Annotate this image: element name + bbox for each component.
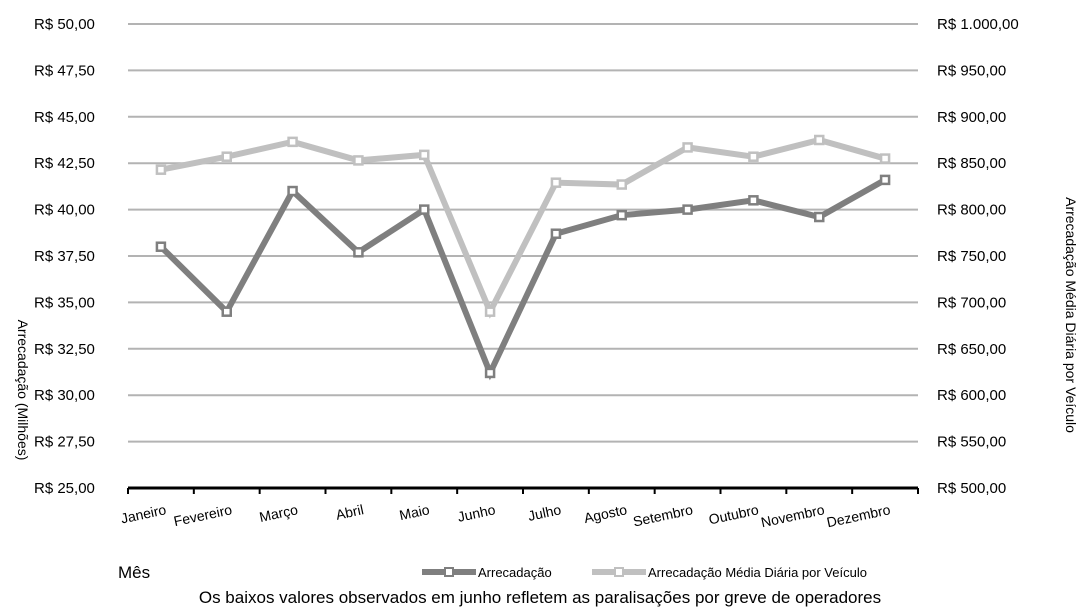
right-tick-label: R$ 600,00 [937, 387, 1006, 404]
data-point-series-0 [682, 204, 693, 215]
right-tick-label: R$ 750,00 [937, 248, 1006, 265]
legend-marker-arrecadacao [444, 567, 454, 577]
data-point-series-0 [814, 211, 825, 223]
left-axis-ticks: R$ 25,00 R$ 27,50 R$ 30,00 R$ 32,50 R$ 35,00… [34, 16, 95, 497]
category-label: Março [258, 501, 300, 525]
data-point-series-1 [221, 151, 232, 162]
left-tick-label: R$ 45,00 [34, 109, 95, 126]
right-tick-label: R$ 950,00 [937, 62, 1006, 79]
right-tick-label: R$ 850,00 [937, 155, 1006, 172]
data-point-series-1 [550, 177, 562, 188]
right-tick-label: R$ 700,00 [937, 294, 1006, 311]
legend: Arrecadação Arrecadação Média Diária por… [422, 565, 867, 580]
series-line-1 [160, 136, 886, 319]
data-point-series-0 [287, 185, 298, 197]
category-label: Agosto [582, 501, 628, 526]
right-axis-title: Arrecadação Média Diária por Veículo [1063, 197, 1079, 433]
category-label: Julho [526, 501, 562, 524]
data-point-series-1 [484, 306, 496, 317]
category-labels: Janeiro Fevereiro Março Abril Maio Junho Julho… [119, 501, 892, 530]
left-tick-label: R$ 47,50 [34, 62, 95, 79]
legend-marker-media [614, 567, 624, 577]
data-point-series-1 [287, 136, 298, 148]
chart-caption: Os baixos valores observados em junho re… [199, 588, 881, 607]
category-label: Janeiro [119, 501, 167, 526]
data-point-series-1 [682, 142, 693, 153]
right-tick-label: R$ 900,00 [937, 109, 1006, 126]
data-point-series-0 [353, 247, 364, 258]
data-point-series-1 [155, 164, 167, 175]
right-tick-label: R$ 650,00 [937, 341, 1006, 358]
category-label: Junho [456, 501, 497, 525]
category-label: Setembro [632, 501, 695, 529]
left-axis-title: Arrecadação (Milhões) [15, 320, 31, 461]
left-tick-label: R$ 42,50 [34, 155, 95, 172]
category-label: Outubro [707, 501, 760, 527]
category-label: Novembro [759, 501, 826, 530]
left-tick-label: R$ 32,50 [34, 341, 95, 358]
x-axis-title: Mês [118, 563, 150, 582]
left-tick-label: R$ 30,00 [34, 387, 95, 404]
data-point-series-1 [748, 151, 759, 162]
right-tick-label: R$ 550,00 [937, 434, 1006, 451]
x-axis [127, 486, 919, 494]
data-point-series-0 [221, 306, 232, 317]
category-label: Dezembro [825, 501, 892, 530]
series-markers [155, 134, 891, 379]
left-tick-label: R$ 37,50 [34, 248, 95, 265]
left-tick-label: R$ 40,00 [34, 202, 95, 219]
data-point-series-0 [419, 204, 430, 215]
legend-label-arrecadacao: Arrecadação [478, 565, 552, 580]
data-point-series-0 [155, 241, 167, 252]
data-point-series-1 [419, 149, 430, 161]
category-label: Fevereiro [172, 501, 233, 529]
series-line-0 [158, 177, 887, 381]
right-tick-label: R$ 1.000,00 [937, 16, 1019, 33]
left-tick-label: R$ 25,00 [34, 480, 95, 497]
data-point-series-1 [879, 153, 891, 164]
right-axis-ticks: R$ 500,00 R$ 550,00 R$ 600,00 R$ 650,00 R$ 7… [937, 16, 1019, 497]
data-point-series-0 [748, 195, 759, 206]
data-point-series-0 [879, 174, 891, 186]
data-point-series-1 [814, 134, 825, 146]
right-tick-label: R$ 500,00 [937, 480, 1006, 497]
left-tick-label: R$ 27,50 [34, 434, 95, 451]
grid-lines [128, 23, 918, 443]
legend-label-media: Arrecadação Média Diária por Veículo [648, 565, 867, 580]
left-tick-label: R$ 50,00 [34, 16, 95, 33]
category-label: Abril [334, 501, 365, 522]
data-point-series-0 [484, 367, 496, 379]
series-lines [158, 136, 887, 381]
data-point-series-1 [353, 155, 364, 166]
data-point-series-0 [616, 209, 627, 221]
category-label: Maio [398, 501, 431, 523]
right-tick-label: R$ 800,00 [937, 202, 1006, 219]
left-tick-label: R$ 35,00 [34, 294, 95, 311]
data-point-series-1 [616, 179, 627, 190]
data-point-series-0 [550, 228, 562, 239]
